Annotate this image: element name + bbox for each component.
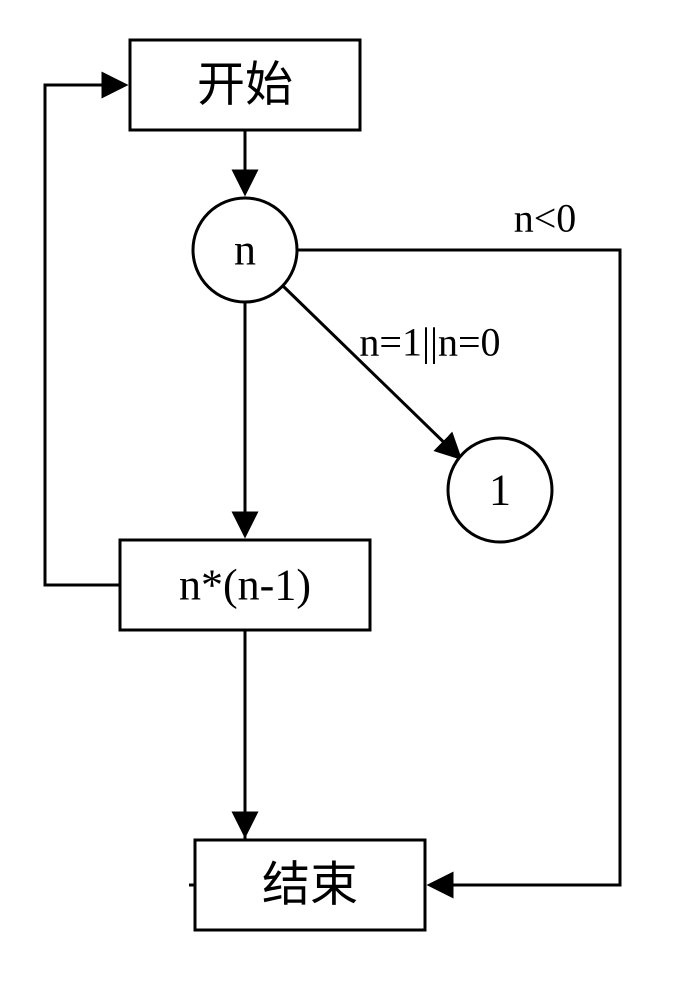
node-start-label: 开始 (197, 59, 293, 112)
edge-label-n-lt-0: n<0 (514, 196, 577, 241)
node-calc-label: n*(n-1) (179, 561, 311, 610)
flowchart-canvas: n<0 n=1||n=0 开始 n 1 n*(n-1) 结束 (0, 0, 687, 1000)
node-end-label: 结束 (262, 859, 358, 912)
node-decision-label: n (234, 226, 256, 275)
node-one-label: 1 (489, 466, 511, 515)
edge-label-n-eq-1-or-0: n=1||n=0 (359, 320, 500, 365)
edge-decision-to-one (283, 286, 459, 457)
edge-calc-to-start-loop (45, 85, 124, 585)
